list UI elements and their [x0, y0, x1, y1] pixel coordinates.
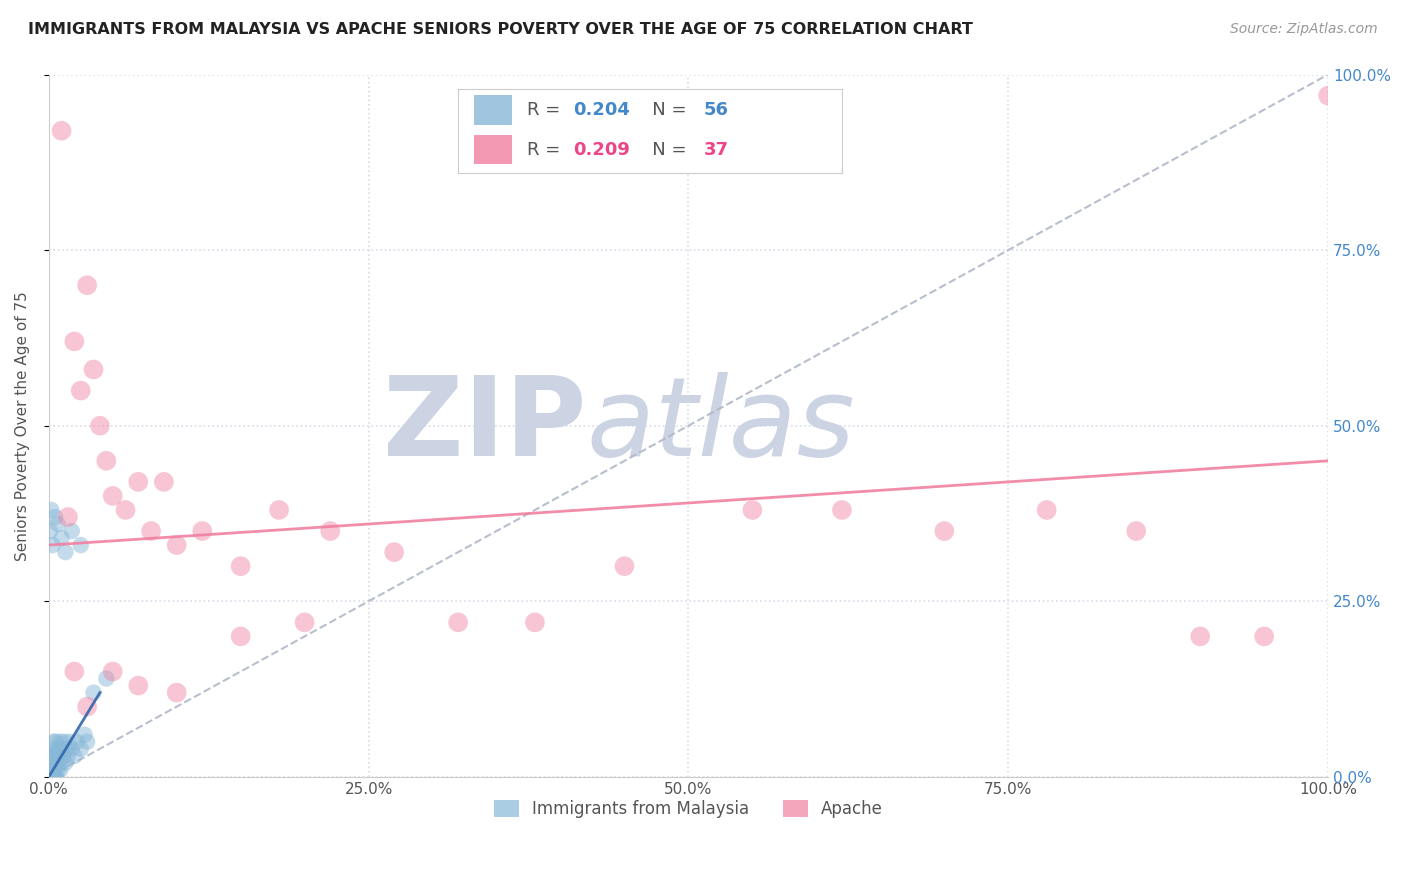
Point [382, 545, 405, 559]
Point [89, 418, 111, 433]
Point [58, 735, 80, 749]
Point [46, 748, 69, 763]
Point [46, 516, 69, 531]
Point [39, 524, 62, 538]
Point [39, 770, 62, 784]
Point [267, 503, 290, 517]
Point [55, 756, 77, 770]
Point [447, 615, 470, 630]
Point [39, 770, 62, 784]
Point [42, 770, 65, 784]
Point [523, 615, 546, 630]
Point [934, 524, 956, 538]
Point [39, 770, 62, 784]
Point [76, 699, 98, 714]
Point [51, 124, 73, 138]
Point [44, 763, 66, 777]
Point [1317, 88, 1340, 103]
Point [55, 741, 77, 756]
Point [96, 672, 118, 686]
Point [51, 756, 73, 770]
Point [39, 756, 62, 770]
Y-axis label: Seniors Poverty Over the Age of 75: Seniors Poverty Over the Age of 75 [15, 291, 30, 560]
Legend: Immigrants from Malaysia, Apache: Immigrants from Malaysia, Apache [488, 793, 890, 825]
Point [69, 741, 91, 756]
Point [229, 629, 252, 643]
Point [60, 524, 83, 538]
Point [56, 748, 79, 763]
Point [1035, 503, 1057, 517]
Point [42, 735, 65, 749]
Point [44, 735, 66, 749]
Point [63, 665, 86, 679]
Point [1253, 629, 1275, 643]
Text: ZIP: ZIP [382, 372, 586, 479]
Point [39, 763, 62, 777]
Text: IMMIGRANTS FROM MALAYSIA VS APACHE SENIORS POVERTY OVER THE AGE OF 75 CORRELATIO: IMMIGRANTS FROM MALAYSIA VS APACHE SENIO… [28, 22, 973, 37]
Point [39, 770, 62, 784]
Point [114, 503, 136, 517]
Point [48, 741, 70, 756]
Point [96, 454, 118, 468]
Point [166, 685, 188, 699]
Point [229, 559, 252, 574]
Point [42, 763, 65, 777]
Point [56, 510, 79, 524]
Point [39, 756, 62, 770]
Point [294, 615, 316, 630]
Point [63, 748, 86, 763]
Point [63, 334, 86, 349]
Point [42, 756, 65, 770]
Point [48, 756, 70, 770]
Point [66, 735, 89, 749]
Point [49, 735, 72, 749]
Point [41, 756, 63, 770]
Point [52, 748, 75, 763]
Point [1125, 524, 1147, 538]
Point [44, 748, 66, 763]
Text: Source: ZipAtlas.com: Source: ZipAtlas.com [1230, 22, 1378, 37]
Point [42, 748, 65, 763]
Point [39, 770, 62, 784]
Point [101, 665, 124, 679]
Point [45, 770, 67, 784]
Point [55, 545, 77, 559]
Point [76, 278, 98, 293]
Point [153, 475, 176, 489]
Point [51, 531, 73, 545]
Point [191, 524, 214, 538]
Point [127, 475, 149, 489]
Point [60, 741, 83, 756]
Point [613, 559, 636, 574]
Point [41, 538, 63, 552]
Point [166, 538, 188, 552]
Point [319, 524, 342, 538]
Point [53, 735, 76, 749]
Point [83, 685, 105, 699]
Point [127, 679, 149, 693]
Point [69, 384, 91, 398]
Point [73, 728, 96, 742]
Point [41, 748, 63, 763]
Point [101, 489, 124, 503]
Point [41, 770, 63, 784]
Point [139, 524, 162, 538]
Point [46, 763, 69, 777]
Point [39, 748, 62, 763]
Point [44, 510, 66, 524]
Point [49, 763, 72, 777]
Point [69, 538, 91, 552]
Point [831, 503, 853, 517]
Point [41, 763, 63, 777]
Text: atlas: atlas [586, 372, 855, 479]
Point [51, 741, 73, 756]
Point [39, 503, 62, 517]
Point [1189, 629, 1212, 643]
Point [45, 741, 67, 756]
Point [45, 756, 67, 770]
Point [76, 735, 98, 749]
Point [83, 362, 105, 376]
Point [44, 770, 66, 784]
Point [741, 503, 763, 517]
